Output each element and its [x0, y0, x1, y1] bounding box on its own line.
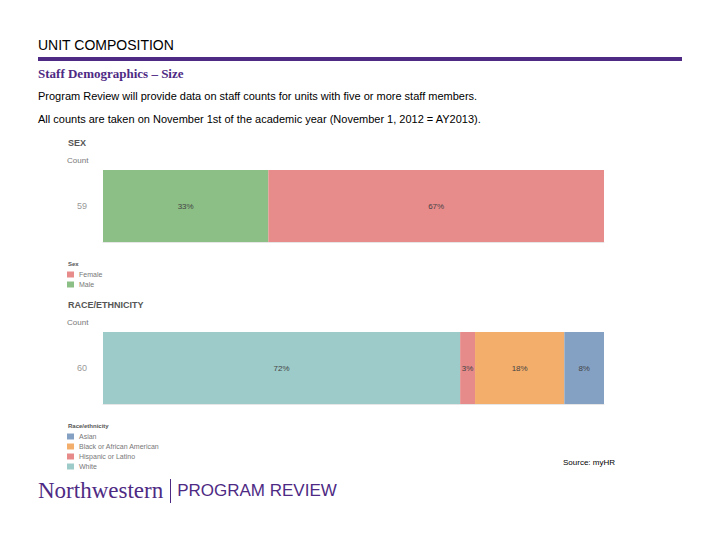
svg-text:67%: 67% — [428, 202, 444, 211]
svg-text:Male: Male — [79, 281, 94, 288]
svg-text:3%: 3% — [462, 364, 474, 373]
svg-text:33%: 33% — [178, 202, 194, 211]
html-text:Source: myHR: Source: myHR — [563, 458, 615, 467]
svg-text:Count: Count — [67, 156, 89, 165]
svg-text:Female: Female — [79, 271, 102, 278]
svg-text:59: 59 — [77, 201, 87, 211]
svg-text:8%: 8% — [578, 364, 590, 373]
svg-text:RACE/ETHNICITY: RACE/ETHNICITY — [68, 300, 144, 310]
html-text:PROGRAM REVIEW: PROGRAM REVIEW — [177, 481, 337, 500]
svg-text:Black or African American: Black or African American — [79, 443, 159, 450]
svg-text:18%: 18% — [512, 364, 528, 373]
html-text:All counts are taken on Novemb: All counts are taken on November 1st of … — [38, 113, 481, 125]
html-text:UNIT COMPOSITION: UNIT COMPOSITION — [38, 37, 174, 53]
svg-text:Asian: Asian — [79, 433, 97, 440]
svg-text:White: White — [79, 463, 97, 470]
svg-text:Count: Count — [67, 318, 89, 327]
svg-text:Sex: Sex — [68, 261, 79, 267]
html-text:Staff Demographics – Size: Staff Demographics – Size — [38, 66, 184, 81]
svg-text:Hispanic or Latino: Hispanic or Latino — [79, 453, 135, 461]
svg-text:60: 60 — [77, 363, 87, 373]
html-text:Northwestern: Northwestern — [38, 478, 164, 503]
svg-text:Race/ethnicity: Race/ethnicity — [68, 423, 109, 429]
html-text:Program Review will provide da: Program Review will provide data on staf… — [38, 90, 478, 102]
svg-text:SEX: SEX — [68, 138, 86, 148]
svg-text:72%: 72% — [274, 364, 290, 373]
